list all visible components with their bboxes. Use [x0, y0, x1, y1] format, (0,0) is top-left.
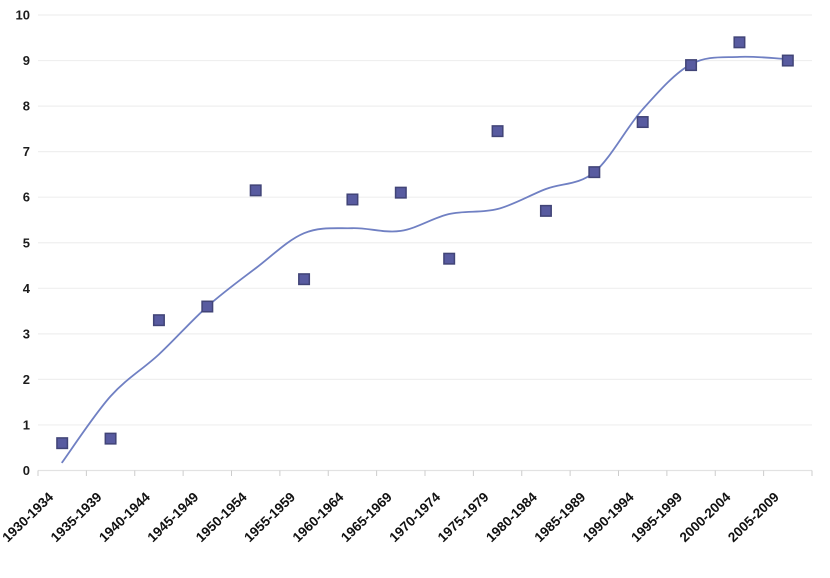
data-point-marker — [346, 193, 359, 206]
data-point-marker — [152, 314, 165, 327]
x-axis-tick-label: 2000-2004 — [677, 489, 734, 545]
y-axis-tick-label: 8 — [23, 99, 30, 114]
y-axis-tick-label: 2 — [23, 372, 30, 387]
y-axis-tick-label: 5 — [23, 235, 30, 250]
x-axis-tick-label: 1980-1984 — [483, 489, 540, 545]
data-point-marker — [685, 59, 698, 72]
data-point-marker — [636, 116, 649, 129]
x-axis-tick-label: 1935-1939 — [48, 489, 105, 545]
data-point-marker — [298, 273, 311, 286]
x-axis-tick-label: 1985-1989 — [532, 489, 589, 545]
x-axis-tick-label: 1950-1954 — [193, 489, 250, 545]
y-axis-tick-label: 1 — [23, 417, 30, 432]
x-axis-tick-label: 1955-1959 — [241, 489, 298, 545]
y-axis-tick-label: 6 — [23, 190, 30, 205]
x-axis-tick-label: 1945-1949 — [145, 489, 202, 545]
data-point-marker — [394, 186, 407, 199]
trend-line — [61, 55, 789, 464]
x-axis-tick-label: 1970-1974 — [386, 489, 443, 545]
data-point-marker — [104, 432, 117, 445]
y-axis-tick-label: 9 — [23, 53, 30, 68]
y-axis-tick-label: 4 — [23, 281, 31, 296]
y-axis-tick-label: 7 — [23, 144, 30, 159]
x-axis-tick-label: 1975-1979 — [435, 489, 492, 545]
data-point-marker — [56, 437, 69, 450]
x-axis-tick-label: 1995-1999 — [628, 489, 685, 545]
x-axis-tick-label: 2005-2009 — [725, 489, 782, 545]
data-point-marker — [733, 36, 746, 49]
y-axis-tick-label: 0 — [23, 463, 30, 478]
data-point-marker — [249, 184, 262, 197]
x-axis-tick-label: 1965-1969 — [338, 489, 395, 545]
y-axis-tick-label: 10 — [16, 8, 30, 23]
x-axis-tick-label: 1940-1944 — [96, 489, 153, 545]
data-point-marker — [539, 204, 552, 217]
x-axis-tick-label: 1990-1994 — [580, 489, 637, 545]
data-point-marker — [588, 166, 601, 179]
data-point-marker — [491, 125, 504, 138]
data-point-marker — [781, 54, 794, 67]
data-point-marker — [443, 252, 456, 265]
data-point-marker — [201, 300, 214, 313]
x-axis-tick-label: 1960-1964 — [290, 489, 347, 545]
x-axis-tick-label: 1930-1934 — [0, 489, 57, 545]
y-axis-tick-label: 3 — [23, 326, 30, 341]
